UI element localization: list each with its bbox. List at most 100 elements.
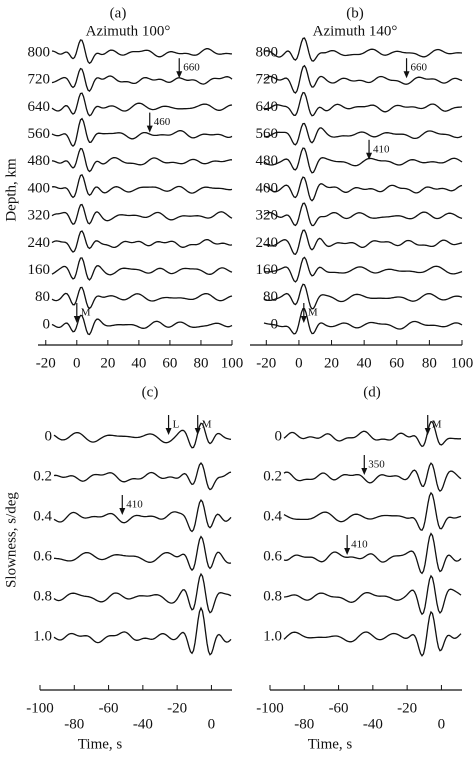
x-tick-label: 0	[73, 355, 81, 371]
waveform-trace	[51, 230, 233, 253]
y-axis-label: Depth, km	[3, 158, 19, 222]
trace-label: 240	[256, 235, 279, 251]
x-axis-label: Time, s	[78, 736, 123, 752]
trace-label: 480	[28, 153, 51, 169]
trace-label: 800	[256, 44, 279, 60]
trace-label: 560	[28, 126, 51, 142]
waveform-trace	[263, 202, 463, 227]
x-tick-label: 80	[422, 355, 437, 371]
y-axis-label: Slowness, s/deg	[3, 492, 19, 588]
waveform-trace	[263, 64, 463, 94]
waveform-trace	[51, 286, 233, 310]
trace-label: 400	[256, 180, 279, 196]
annotation-label: M	[432, 419, 442, 431]
x-tick-label: 40	[357, 355, 372, 371]
waveform-trace	[283, 532, 462, 575]
trace-label: 1.0	[263, 628, 282, 644]
x-tick-label: 100	[451, 355, 474, 371]
trace-label: 1.0	[33, 628, 52, 644]
x-tick-label: 100	[221, 355, 244, 371]
trace-label: 80	[263, 289, 278, 305]
arrow-head	[146, 125, 153, 133]
annotation-label: 660	[183, 62, 200, 74]
annotation-label: 410	[126, 499, 143, 511]
annotation-label: M	[202, 419, 212, 431]
x-tick-label: -40	[133, 716, 153, 732]
x-tick-label: 60	[389, 355, 404, 371]
trace-label: 240	[28, 235, 51, 251]
trace-label: 720	[256, 72, 279, 88]
x-tick-label: 80	[193, 355, 208, 371]
x-tick-label: -100	[256, 700, 284, 716]
panel-label: (a)	[110, 5, 127, 21]
trace-label: 0.4	[33, 508, 52, 524]
x-tick-label: 60	[162, 355, 177, 371]
x-tick-label: 40	[131, 355, 146, 371]
annotation-label: 460	[154, 116, 171, 128]
x-tick-label: -60	[99, 700, 119, 716]
waveform-trace	[51, 173, 233, 199]
waveform-trace	[263, 256, 463, 283]
waveform-trace	[283, 491, 462, 531]
waveform-trace	[263, 122, 463, 146]
arrow-head	[344, 548, 351, 555]
trace-label: 160	[256, 262, 279, 278]
trace-label: 640	[28, 99, 51, 115]
waveform-trace	[53, 535, 232, 572]
trace-label: 0.4	[263, 508, 282, 524]
trace-label: 800	[28, 44, 51, 60]
waveform-trace	[263, 283, 463, 310]
annotation-label: 410	[373, 143, 390, 155]
trace-label: 0.6	[33, 548, 52, 564]
trace-label: 0.8	[33, 588, 52, 604]
waveform-trace	[283, 574, 462, 616]
trace-label: 480	[256, 153, 279, 169]
waveform-trace	[53, 498, 232, 533]
waveform-trace	[263, 37, 463, 62]
waveform-trace	[263, 91, 463, 117]
waveform-trace	[51, 147, 232, 173]
waveform-trace	[53, 461, 232, 491]
arrow-head	[73, 316, 80, 323]
trace-label: 0.8	[263, 588, 282, 604]
trace-label: 320	[28, 208, 51, 224]
panel-label: (d)	[363, 384, 381, 400]
x-tick-label: -20	[397, 700, 417, 716]
trace-label: 320	[256, 208, 279, 224]
trace-label: 80	[35, 289, 50, 305]
waveform-trace	[263, 308, 463, 335]
arrow-head	[361, 468, 368, 475]
arrow-head	[366, 152, 373, 160]
x-axis-label: Time, s	[308, 736, 353, 752]
waveform-trace	[51, 203, 233, 225]
waveform-trace	[51, 257, 233, 281]
x-tick-label: 0	[295, 355, 303, 371]
arrow-head	[403, 71, 410, 79]
waveform-trace	[263, 147, 463, 174]
annotation-label: M	[81, 307, 91, 319]
annotation-label: 410	[351, 539, 368, 551]
trace-label: 0.2	[33, 468, 52, 484]
x-tick-label: 20	[100, 355, 115, 371]
x-tick-label: -80	[294, 716, 314, 732]
waveform-trace	[51, 117, 233, 148]
panel-label: (c)	[142, 384, 159, 400]
annotation-label: 350	[368, 459, 385, 471]
trace-label: 720	[28, 72, 51, 88]
trace-label: 160	[28, 262, 51, 278]
panel-title: Azimuth 100°	[86, 23, 171, 39]
trace-label: 0	[45, 428, 53, 444]
trace-label: 0.2	[263, 468, 282, 484]
x-tick-label: 20	[324, 355, 339, 371]
waveform-trace	[53, 572, 232, 614]
annotation-label: L	[173, 419, 180, 431]
x-tick-label: -20	[167, 700, 187, 716]
waveform-trace	[51, 92, 233, 117]
arrow-head	[424, 428, 431, 435]
trace-label: 640	[256, 99, 279, 115]
arrow-head	[165, 428, 172, 435]
x-tick-label: -80	[64, 716, 84, 732]
trace-label: 560	[256, 126, 279, 142]
arrow-head	[119, 508, 126, 515]
